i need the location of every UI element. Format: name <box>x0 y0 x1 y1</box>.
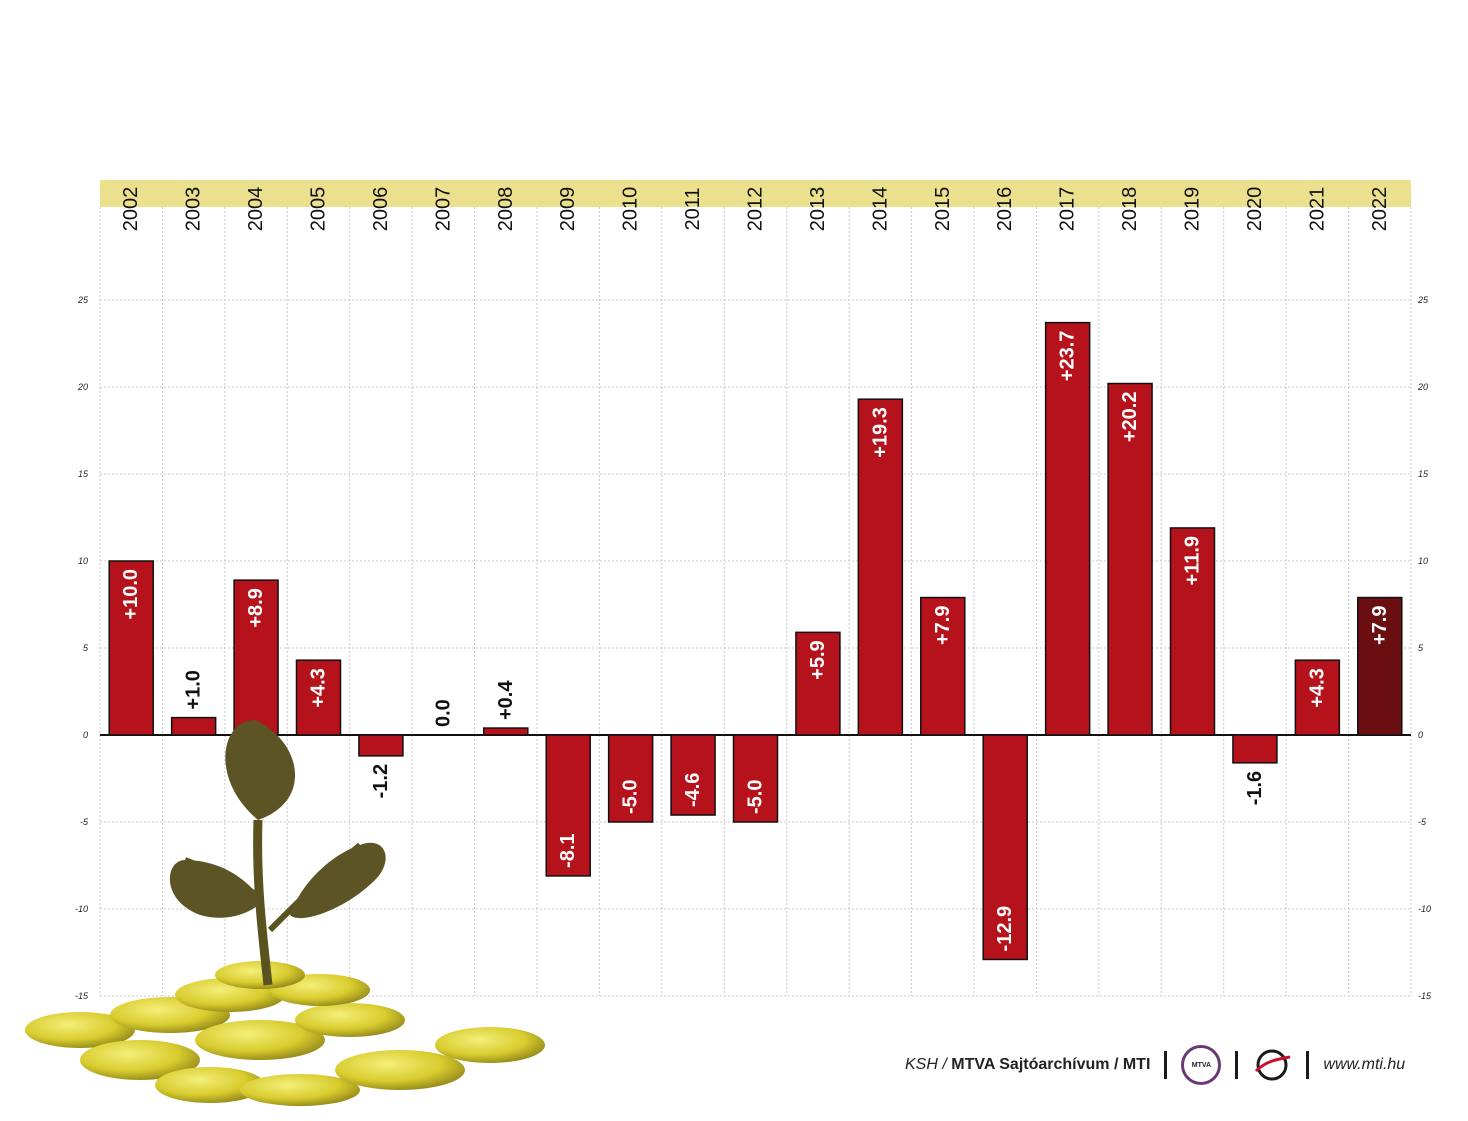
bar-2010 <box>607 734 654 823</box>
bar-2022 <box>1357 596 1403 736</box>
y-tick-label: -10 <box>75 904 88 914</box>
y-tick-label: 0 <box>83 730 88 740</box>
data-label-2016: -12.9 <box>994 906 1016 952</box>
x-tick-label-2014: 2014 <box>869 187 891 232</box>
bar-2003 <box>170 716 217 736</box>
x-tick-label-2007: 2007 <box>432 187 454 232</box>
bar-2021 <box>1294 659 1341 736</box>
y-axis-ticks: 25 25 20 20 15 15 10 10 5 5 0 0 -5 -5 -10 -10 -15 -15 <box>75 295 1432 1001</box>
y-tick-label: 15 <box>1418 469 1429 479</box>
x-tick-label-2009: 2009 <box>557 187 579 232</box>
y-tick-label: 10 <box>78 556 88 566</box>
data-label-2014: +19.3 <box>869 407 891 458</box>
y-tick-label: 25 <box>77 295 89 305</box>
x-tick-label-2018: 2018 <box>1119 187 1141 232</box>
mti-logo-icon <box>1255 1049 1291 1081</box>
data-label-2018: +20.2 <box>1119 392 1141 443</box>
x-tick-label-2012: 2012 <box>745 187 767 232</box>
y-tick-label: 20 <box>77 382 88 392</box>
data-label-2008: +0.4 <box>495 680 517 720</box>
data-label-2022: +7.9 <box>1369 606 1391 645</box>
x-tick-label-2011: 2011 <box>682 187 704 230</box>
data-label-2004: +8.9 <box>245 588 267 627</box>
x-tick-label-2004: 2004 <box>245 187 267 232</box>
website-link[interactable]: www.mti.hu <box>1323 1056 1406 1073</box>
bar-2009 <box>545 734 591 877</box>
separator <box>1306 1051 1310 1079</box>
x-tick-label-2003: 2003 <box>183 187 205 232</box>
x-tick-label-2019: 2019 <box>1182 187 1204 232</box>
coins-plant-illustration <box>25 720 545 1106</box>
bar-2015 <box>920 596 966 736</box>
footer: KSH / MTVA Sajtóarchívum / MTI MTVA www.… <box>905 1040 1425 1090</box>
data-label-2003: +1.0 <box>183 670 205 709</box>
data-label-2015: +7.9 <box>932 606 954 645</box>
data-label-2021: +4.3 <box>1306 668 1328 707</box>
data-label-2002: +10.0 <box>120 569 142 620</box>
data-label-2019: +11.9 <box>1182 536 1204 586</box>
bars: +10.0 +1.0 +8.9 +4.3 -1.2 0.0 +0.4 -8.1 -5.0 -4.6… <box>108 321 1403 961</box>
y-tick-label: -5 <box>80 817 89 827</box>
bar-2012 <box>732 734 779 823</box>
data-label-2020: -1.6 <box>1244 771 1266 805</box>
y-tick-label: -5 <box>1418 817 1427 827</box>
y-tick-label: 5 <box>83 643 89 653</box>
data-label-2006: -1.2 <box>370 764 392 798</box>
y-tick-label: 15 <box>78 469 89 479</box>
bar-2014 <box>857 398 904 736</box>
x-tick-label-2020: 2020 <box>1244 187 1266 232</box>
y-tick-label: -15 <box>75 991 89 1001</box>
mtva-logo-icon: MTVA <box>1181 1045 1222 1085</box>
bar-2008 <box>483 727 529 736</box>
data-label-2011: -4.6 <box>682 773 704 807</box>
bar-2019 <box>1169 527 1216 736</box>
x-tick-label-2006: 2006 <box>370 187 392 232</box>
x-tick-label-2005: 2005 <box>308 187 330 232</box>
x-tick-label-2010: 2010 <box>620 187 642 232</box>
bar-2017 <box>1044 321 1091 736</box>
x-tick-label-2013: 2013 <box>807 187 829 232</box>
separator <box>1164 1051 1168 1079</box>
bar-2020 <box>1232 734 1278 764</box>
archive-text: MTVA Sajtóarchívum / MTI <box>951 1056 1151 1073</box>
data-label-2010: -5.0 <box>620 780 642 814</box>
separator <box>1235 1051 1239 1079</box>
x-tick-label-2002: 2002 <box>120 187 142 232</box>
y-tick-label: -10 <box>1418 904 1431 914</box>
bar-2005 <box>295 659 342 736</box>
y-tick-label: 10 <box>1418 556 1428 566</box>
bar-2016 <box>982 734 1028 961</box>
x-tick-label-2021: 2021 <box>1306 187 1328 232</box>
data-label-2009: -8.1 <box>557 833 579 867</box>
y-tick-label: 0 <box>1418 730 1423 740</box>
data-label-2017: +23.7 <box>1057 331 1079 382</box>
bar-2006 <box>358 734 404 757</box>
data-label-2013: +5.9 <box>807 640 829 679</box>
bar-2002 <box>108 560 154 736</box>
data-label-2012: -5.0 <box>745 780 767 814</box>
y-tick-label: -15 <box>1418 991 1432 1001</box>
year-band <box>100 180 1411 207</box>
x-tick-label-2016: 2016 <box>994 187 1016 232</box>
bar-2013 <box>795 631 841 736</box>
y-tick-label: 5 <box>1418 643 1424 653</box>
x-tick-label-2015: 2015 <box>932 187 954 232</box>
data-label-2007: 0.0 <box>432 699 454 727</box>
bar-2018 <box>1107 382 1153 736</box>
y-tick-label: 20 <box>1417 382 1428 392</box>
x-tick-label-2022: 2022 <box>1369 187 1391 232</box>
x-tick-label-2017: 2017 <box>1057 187 1079 232</box>
x-axis-labels: 2002 2003 2004 2005 2006 2007 2008 2009 2010 2011… <box>120 187 1391 232</box>
source-text: KSH / <box>905 1056 947 1073</box>
x-tick-label-2008: 2008 <box>495 187 517 232</box>
data-label-2005: +4.3 <box>308 668 330 707</box>
y-tick-label: 25 <box>1417 295 1429 305</box>
bar-2011 <box>670 734 716 816</box>
